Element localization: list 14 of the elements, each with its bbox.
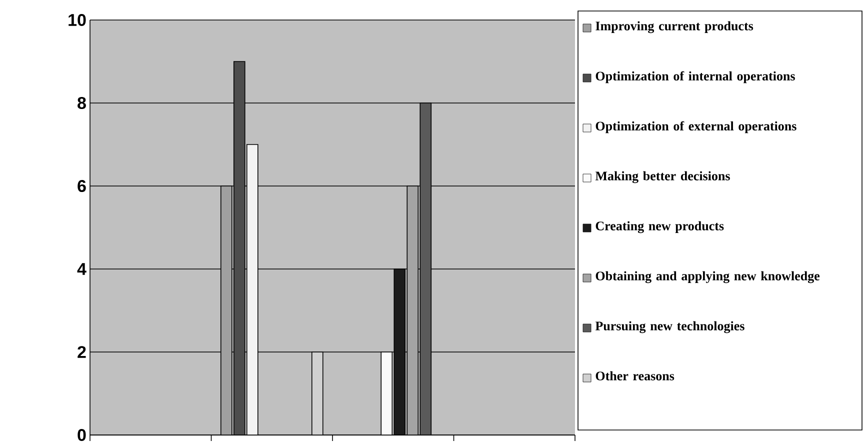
y-tick-label: 6 [78,180,86,192]
y-tick-label: 10 [68,14,86,26]
y-tick-label: 8 [78,96,86,110]
legend-label: Creating new products [596,221,724,234]
legend-label: Pursuing new technologies [595,321,744,334]
y-tick-label: 4 [77,263,86,275]
legend-label: Obtaining and applying new knowledge [596,271,820,284]
legend-label: Optimization of external operations [596,121,796,134]
y-tick-label: 0 [78,428,86,442]
legend-label: Other reasons [596,371,674,380]
legend-label: Improving current products [596,21,754,34]
legend-label: Optimization of internal operations [596,71,795,84]
y-tick-label: 2 [78,346,86,358]
legend-label: Making better decisions [595,171,730,184]
